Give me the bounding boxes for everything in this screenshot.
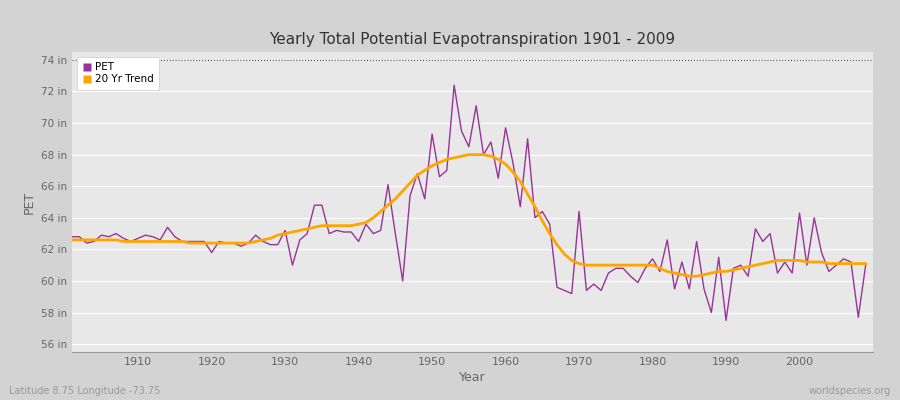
X-axis label: Year: Year — [459, 371, 486, 384]
Text: worldspecies.org: worldspecies.org — [809, 386, 891, 396]
Text: Latitude 8.75 Longitude -73.75: Latitude 8.75 Longitude -73.75 — [9, 386, 160, 396]
Y-axis label: PET: PET — [22, 190, 35, 214]
Title: Yearly Total Potential Evapotranspiration 1901 - 2009: Yearly Total Potential Evapotranspiratio… — [269, 32, 676, 47]
Legend: PET, 20 Yr Trend: PET, 20 Yr Trend — [77, 57, 159, 90]
